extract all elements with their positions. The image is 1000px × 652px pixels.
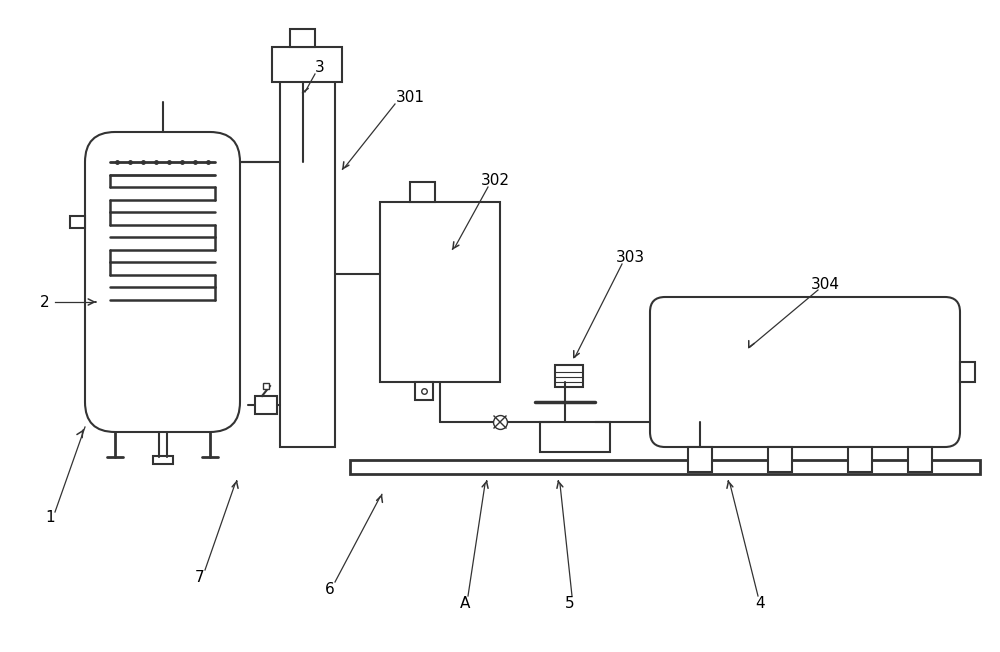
Bar (152, 456, 173, 464)
Text: 7: 7 (195, 569, 205, 584)
Text: 6: 6 (325, 582, 335, 597)
Text: 1: 1 (45, 509, 55, 524)
Text: 4: 4 (755, 597, 765, 612)
Bar (540, 422, 610, 452)
Text: 303: 303 (615, 250, 645, 265)
Text: 3: 3 (315, 59, 325, 74)
Bar (768, 447, 792, 472)
Bar (280, 72, 335, 447)
Text: A: A (460, 597, 470, 612)
FancyBboxPatch shape (650, 297, 960, 447)
Bar (70, 216, 85, 228)
Text: 302: 302 (480, 173, 510, 188)
Bar (272, 47, 342, 82)
Bar (350, 460, 980, 474)
Bar (290, 29, 315, 47)
Bar (255, 396, 277, 414)
Bar (380, 202, 500, 382)
FancyBboxPatch shape (85, 132, 240, 432)
Text: 301: 301 (395, 89, 424, 104)
Text: 304: 304 (810, 276, 840, 291)
Bar (415, 382, 433, 400)
Bar (848, 447, 872, 472)
Text: 2: 2 (40, 295, 50, 310)
Bar (555, 365, 583, 387)
Text: 5: 5 (565, 597, 575, 612)
Bar (960, 362, 975, 382)
Bar (688, 447, 712, 472)
Bar (410, 182, 435, 202)
Bar (908, 447, 932, 472)
